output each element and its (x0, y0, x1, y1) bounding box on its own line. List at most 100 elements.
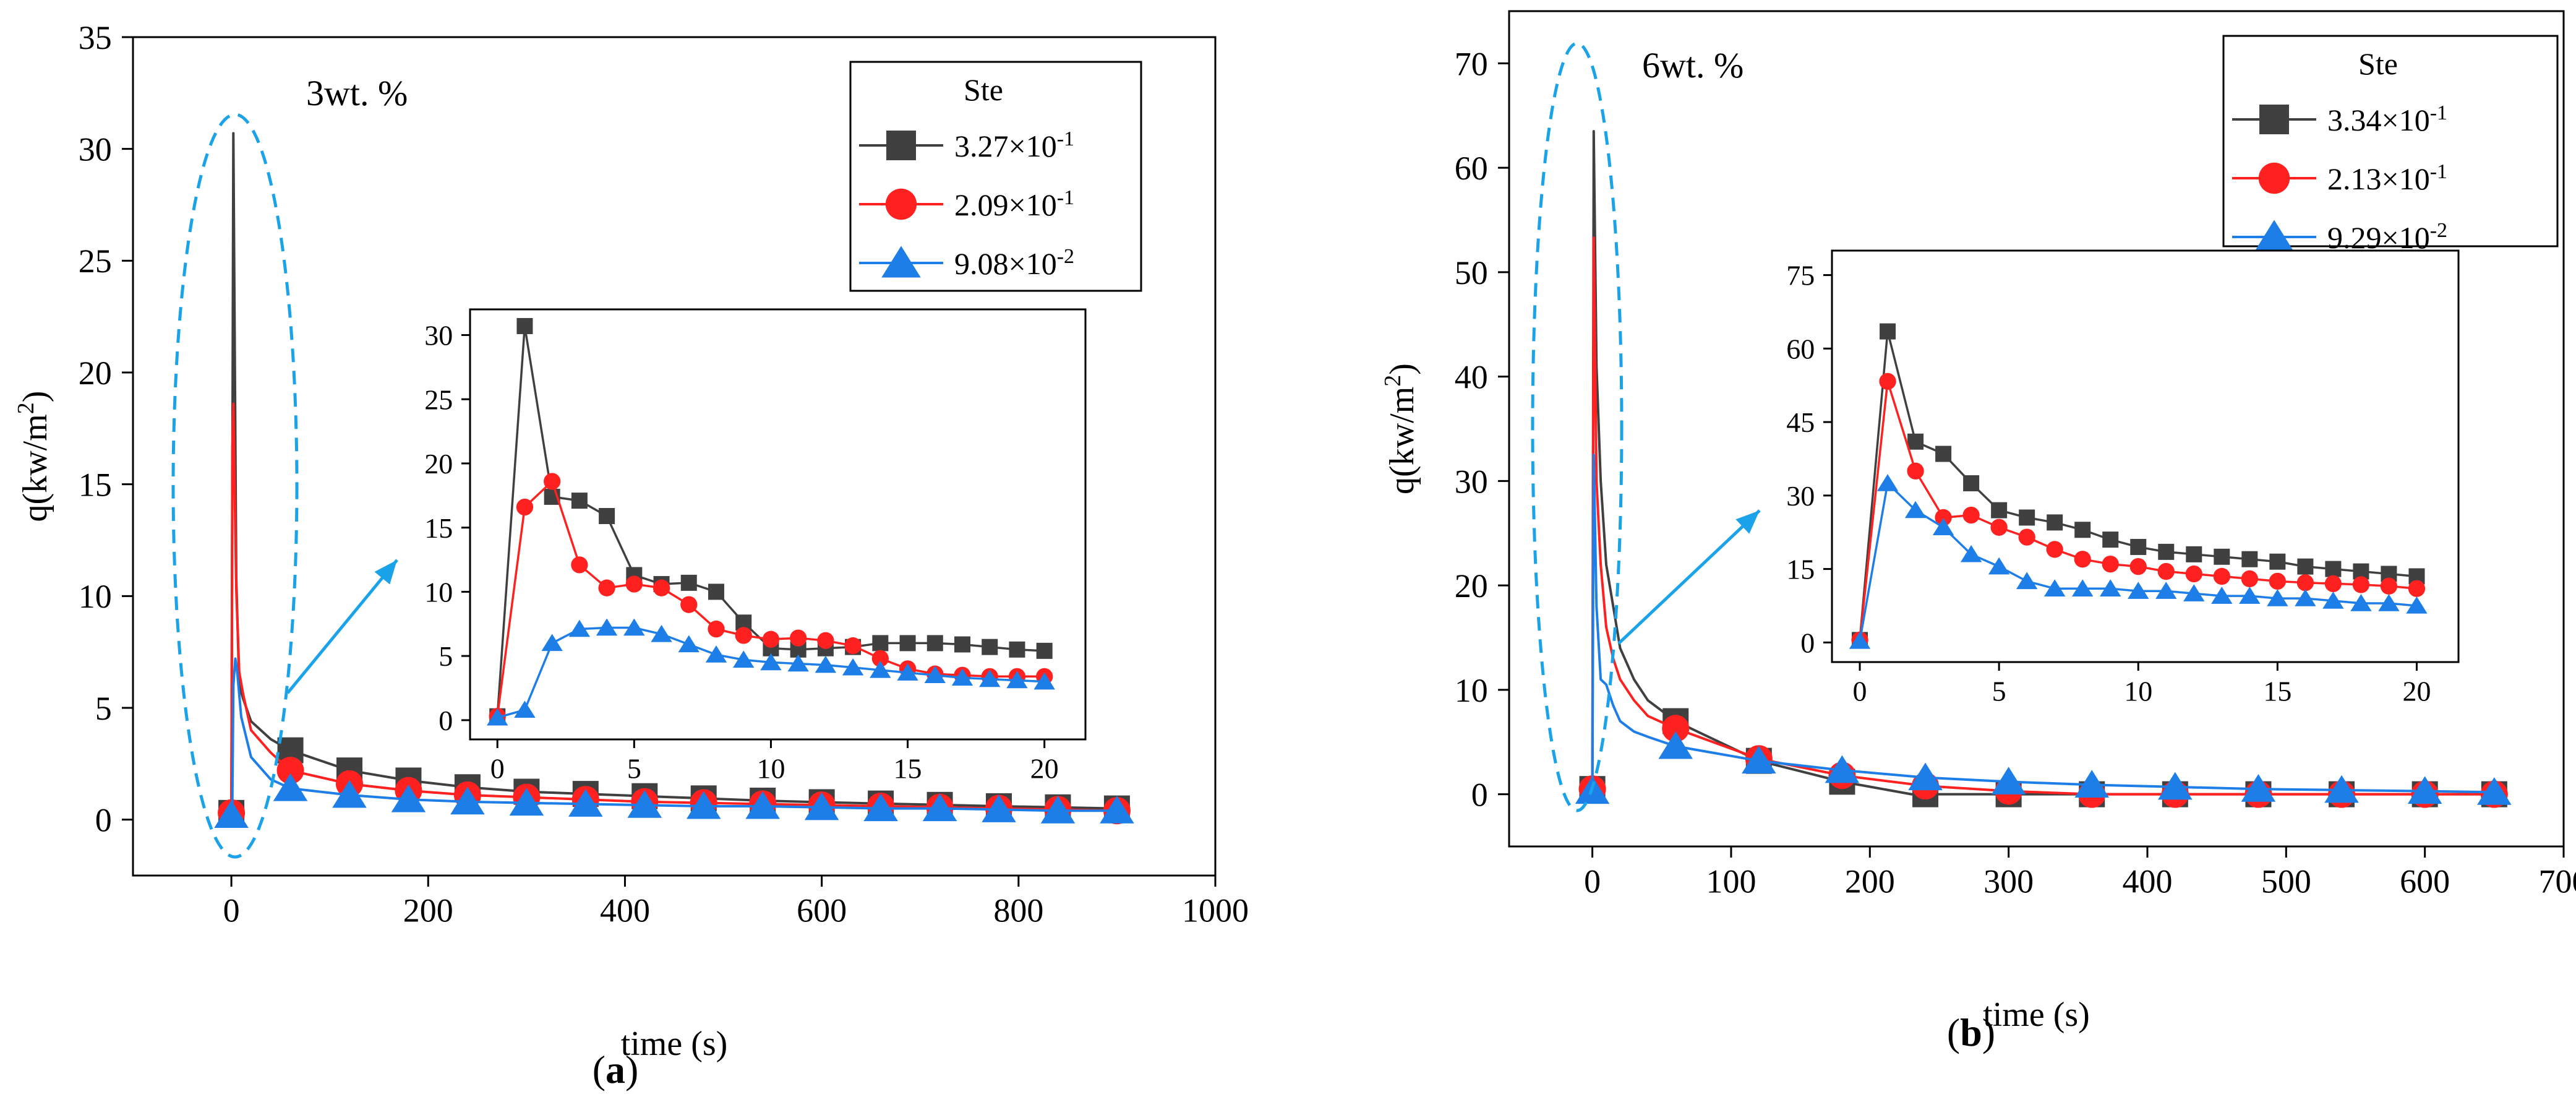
data-point (1040, 796, 1076, 824)
zoom-arrow (1617, 509, 1761, 645)
inset-data-point (2158, 543, 2175, 560)
concentration-annotation: 3wt. % (306, 73, 408, 113)
inset-data-point (2380, 577, 2398, 595)
legend-entry-label: 2.09×10-1 (954, 186, 1074, 223)
data-point (568, 789, 603, 817)
legend-title: Ste (964, 72, 1003, 107)
inset-data-point (596, 618, 618, 636)
inset-x-tick-label: 20 (2402, 675, 2431, 707)
inset-data-point (2157, 562, 2175, 580)
inset-data-point (2074, 522, 2091, 538)
data-point (2407, 776, 2442, 804)
inset-data-point (1907, 462, 1924, 480)
inset-x-tick-label: 15 (894, 752, 922, 784)
inset-data-point (2269, 572, 2287, 590)
data-point (332, 780, 367, 808)
inset-data-point (951, 668, 973, 686)
inset-data-point (651, 624, 672, 642)
inset-data-point (2239, 587, 2261, 604)
x-axis-title: time (s) (1983, 996, 2090, 1034)
inset-data-point (870, 661, 891, 678)
inset-data-point (2296, 574, 2314, 592)
data-point (863, 793, 898, 822)
inset-data-point (708, 620, 725, 638)
inset-data-point (2130, 538, 2147, 555)
inset-data-point (787, 654, 809, 672)
inset-data-point (2350, 594, 2372, 611)
data-point (745, 791, 780, 819)
inset-data-point (2046, 541, 2063, 558)
inset-data-point (1907, 433, 1924, 450)
main-y-tick-label: 10 (1455, 672, 1488, 709)
inset-data-point (678, 635, 700, 653)
data-point (804, 792, 839, 820)
inset-x-tick-label: 10 (2124, 675, 2152, 707)
main-y-tick-label: 20 (79, 355, 112, 392)
inset-y-tick-label: 30 (1786, 480, 1815, 512)
inset-data-point (1849, 632, 1871, 649)
inset-data-point (899, 635, 916, 652)
main-y-tick-label: 30 (1455, 463, 1488, 500)
inset-data-point (2295, 589, 2316, 606)
inset-data-point (2352, 576, 2370, 593)
inset-data-point (760, 653, 782, 671)
inset-data-point (680, 574, 697, 591)
inset-data-point (1880, 323, 1896, 340)
inset-data-point (1962, 506, 1980, 524)
inset-data-point (2155, 582, 2177, 599)
inset-data-point (1935, 509, 1952, 527)
inset-data-point (2128, 582, 2149, 599)
main-y-tick-label: 0 (1471, 777, 1488, 814)
series-line (1591, 236, 2494, 796)
data-point (1100, 796, 1134, 824)
inset-data-point (871, 650, 889, 667)
inset-data-point (568, 619, 591, 637)
data-point (2324, 775, 2359, 803)
inset-data-point (514, 700, 536, 718)
inset-data-point (2100, 579, 2121, 596)
legend-entry-label: 3.34×10-1 (2327, 101, 2447, 138)
inset-y-tick-label: 5 (439, 640, 453, 672)
main-x-tick-label: 200 (403, 892, 453, 929)
data-point (627, 790, 662, 818)
inset-data-point (625, 575, 643, 593)
data-point (922, 793, 957, 822)
inset-data-point (2322, 592, 2344, 609)
inset-data-point (2102, 532, 2119, 548)
main-x-tick-label: 500 (2261, 863, 2311, 900)
inset-data-point (2102, 556, 2119, 573)
inset-data-point (1990, 519, 2008, 536)
inset-data-point (705, 645, 727, 663)
inset-data-point (1932, 518, 1954, 535)
panel-label: (a) (593, 1048, 639, 1091)
main-x-tick-label: 600 (2400, 863, 2450, 900)
main-x-tick-label: 700 (2539, 863, 2576, 900)
inset-data-point (2213, 567, 2230, 585)
data-point (276, 757, 304, 785)
legend-marker (881, 246, 921, 278)
inset-data-point (2185, 565, 2202, 583)
inset-data-point (2047, 514, 2063, 531)
main-y-tick-label: 35 (79, 19, 112, 56)
inset-data-point (2324, 575, 2342, 592)
data-point (2074, 770, 2110, 798)
x-axis-title: time (s) (621, 1025, 728, 1063)
inset-data-point (2408, 580, 2426, 597)
main-x-tick-label: 400 (2122, 863, 2172, 900)
inset-y-tick-label: 60 (1786, 333, 1815, 364)
inset-x-tick-label: 5 (627, 752, 641, 784)
inset-data-point (1904, 501, 1927, 519)
legend-marker (2259, 105, 2289, 134)
inset-data-point (708, 583, 724, 600)
inset-data-point (541, 634, 563, 652)
data-point (1825, 755, 1860, 783)
main-y-tick-label: 0 (95, 802, 112, 839)
inset-data-point (2211, 587, 2233, 604)
series-line (230, 132, 1117, 813)
main-x-tick-label: 600 (797, 892, 847, 929)
inset-data-point (2214, 548, 2230, 565)
inset-y-tick-label: 75 (1786, 260, 1815, 291)
main-x-tick-label: 300 (1983, 863, 2034, 900)
main-y-tick-label: 25 (79, 243, 112, 280)
inset-data-point (623, 618, 645, 636)
